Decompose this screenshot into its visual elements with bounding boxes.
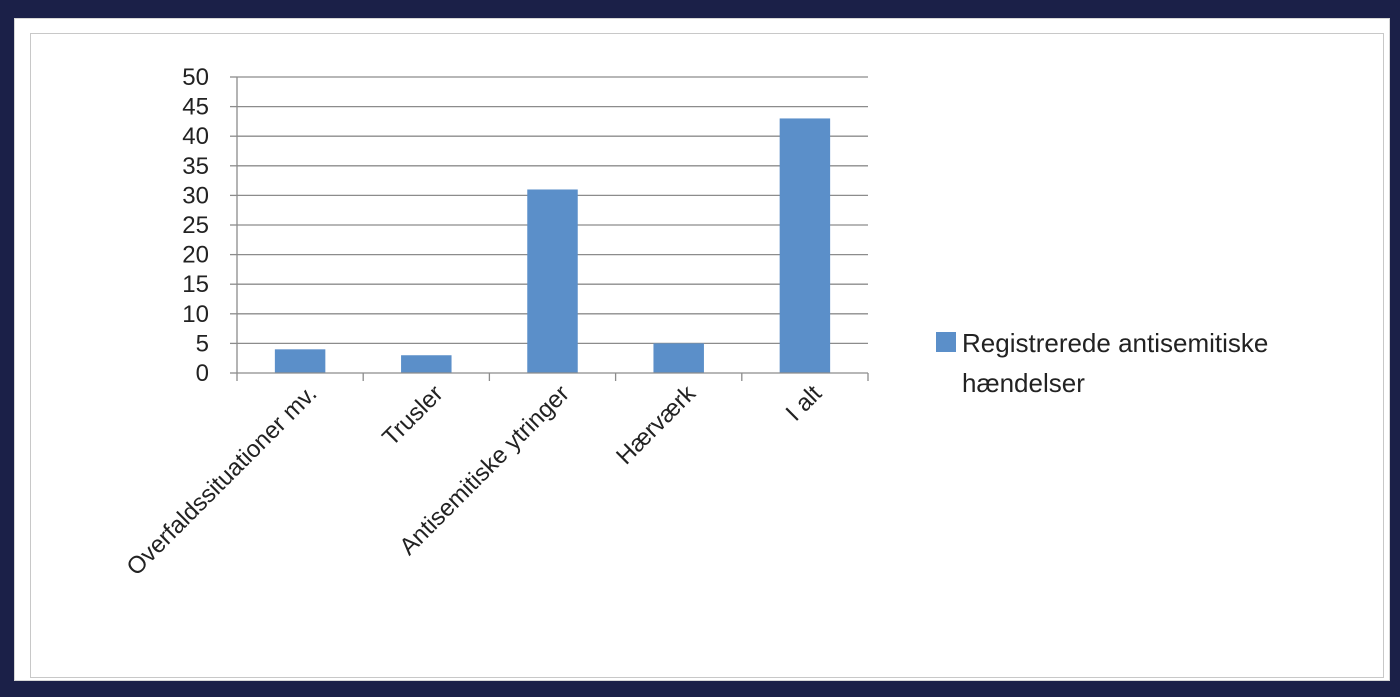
legend-swatch bbox=[936, 332, 956, 352]
legend: Registrerede antisemitiske hændelser bbox=[936, 328, 1268, 398]
y-tick-label: 50 bbox=[182, 64, 209, 91]
category-label: Overfaldssituationer mv. bbox=[122, 380, 323, 581]
y-tick-label: 5 bbox=[196, 330, 209, 357]
bar bbox=[653, 343, 704, 373]
y-tick-label: 0 bbox=[196, 360, 209, 387]
legend-label-line-2: hændelser bbox=[962, 368, 1085, 398]
y-tick-label: 45 bbox=[182, 94, 209, 121]
bar bbox=[401, 355, 452, 373]
axes bbox=[236, 77, 868, 374]
bar bbox=[779, 118, 831, 373]
bar bbox=[274, 349, 326, 373]
y-tick-label: 10 bbox=[182, 301, 209, 328]
category-label: Hærværk bbox=[611, 379, 702, 470]
y-tick-label: 15 bbox=[182, 271, 209, 298]
x-tick-marks bbox=[236, 373, 869, 381]
category-label: Trusler bbox=[377, 380, 448, 451]
y-tick-label: 40 bbox=[182, 123, 209, 150]
y-tick-label: 25 bbox=[182, 212, 209, 239]
y-tick-label: 30 bbox=[182, 182, 209, 209]
bar bbox=[527, 189, 578, 373]
category-label: I alt bbox=[781, 380, 828, 427]
y-tick-label: 20 bbox=[182, 242, 209, 269]
bars bbox=[274, 118, 831, 373]
y-tick-label: 35 bbox=[182, 153, 209, 180]
legend-label-line-1: Registrerede antisemitiske bbox=[962, 328, 1268, 358]
category-labels: Overfaldssituationer mv. TruslerAntisemit… bbox=[122, 379, 828, 581]
